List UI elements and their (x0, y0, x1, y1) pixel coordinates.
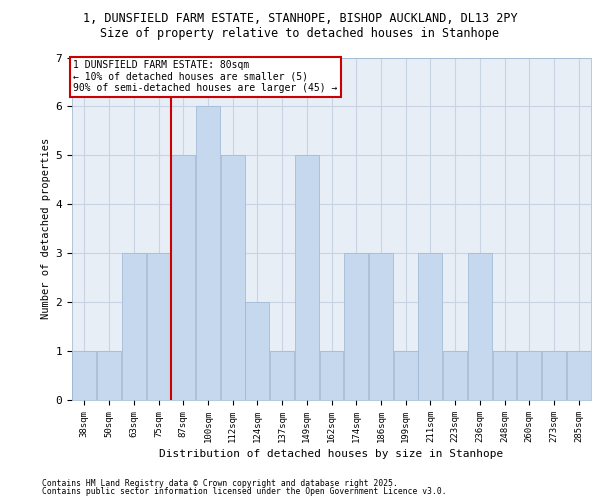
Bar (542, 351, 566, 400)
Text: 1, DUNSFIELD FARM ESTATE, STANHOPE, BISHOP AUCKLAND, DL13 2PY: 1, DUNSFIELD FARM ESTATE, STANHOPE, BISH… (83, 12, 517, 26)
Bar (245, 302, 269, 400)
Bar (270, 351, 294, 400)
Bar (196, 106, 220, 400)
Text: Size of property relative to detached houses in Stanhope: Size of property relative to detached ho… (101, 28, 499, 40)
Bar (443, 351, 467, 400)
Text: 1 DUNSFIELD FARM ESTATE: 80sqm
← 10% of detached houses are smaller (5)
90% of s: 1 DUNSFIELD FARM ESTATE: 80sqm ← 10% of … (73, 60, 338, 93)
Bar (468, 253, 492, 400)
Bar (369, 253, 393, 400)
Bar (171, 156, 195, 400)
Bar (344, 253, 368, 400)
Bar (394, 351, 418, 400)
Bar (418, 253, 442, 400)
Y-axis label: Number of detached properties: Number of detached properties (41, 138, 52, 320)
Bar (97, 351, 121, 400)
Bar (73, 351, 97, 400)
X-axis label: Distribution of detached houses by size in Stanhope: Distribution of detached houses by size … (160, 449, 503, 459)
Bar (295, 156, 319, 400)
Bar (320, 351, 343, 400)
Bar (221, 156, 245, 400)
Bar (566, 351, 590, 400)
Bar (493, 351, 517, 400)
Bar (517, 351, 541, 400)
Text: Contains public sector information licensed under the Open Government Licence v3: Contains public sector information licen… (42, 487, 446, 496)
Bar (146, 253, 170, 400)
Bar (122, 253, 146, 400)
Text: Contains HM Land Registry data © Crown copyright and database right 2025.: Contains HM Land Registry data © Crown c… (42, 478, 398, 488)
